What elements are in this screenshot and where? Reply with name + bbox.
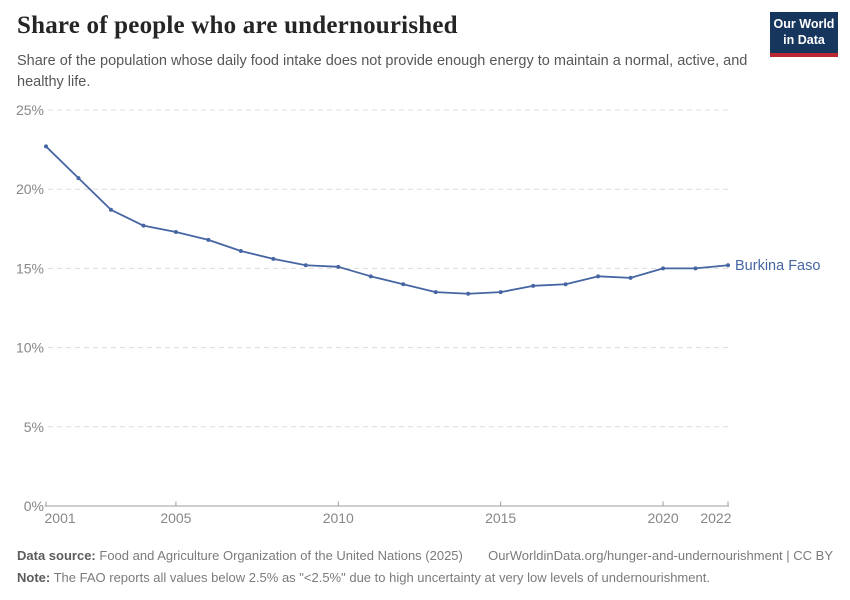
data-point-marker[interactable] xyxy=(401,282,406,287)
y-tick-label: 25% xyxy=(16,102,44,118)
data-point-marker[interactable] xyxy=(238,248,243,253)
note-label: Note: xyxy=(17,569,51,585)
note-text: Note: The FAO reports all values below 2… xyxy=(17,569,710,585)
attribution-link[interactable]: OurWorldinData.org/hunger-and-undernouri… xyxy=(488,548,833,563)
data-point-marker[interactable] xyxy=(563,282,568,287)
y-tick-label: 10% xyxy=(16,340,44,356)
data-point-marker[interactable] xyxy=(271,256,276,261)
x-tick-label: 2015 xyxy=(485,510,516,526)
y-tick-label: 15% xyxy=(16,260,44,276)
x-tick-label: 2001 xyxy=(45,510,76,526)
x-tick-label: 2022 xyxy=(700,510,731,526)
data-point-marker[interactable] xyxy=(531,283,536,288)
data-source-label: Data source: xyxy=(17,548,96,563)
y-tick-label: 5% xyxy=(24,419,44,435)
data-point-marker[interactable] xyxy=(661,266,666,271)
data-point-marker[interactable] xyxy=(44,144,48,149)
data-point-marker[interactable] xyxy=(498,290,503,295)
data-point-marker[interactable] xyxy=(628,275,633,280)
data-point-marker[interactable] xyxy=(173,229,178,234)
owid-logo[interactable]: Our World in Data xyxy=(770,12,838,57)
data-point-marker[interactable] xyxy=(303,263,308,268)
data-point-marker[interactable] xyxy=(466,291,471,296)
data-source-text: Data source: Food and Agriculture Organi… xyxy=(17,548,463,563)
y-tick-label: 20% xyxy=(16,181,44,197)
y-tick-label: 0% xyxy=(24,498,44,514)
series-line-burkina-faso[interactable] xyxy=(45,145,729,295)
x-tick-label: 2020 xyxy=(647,510,678,526)
data-point-marker[interactable] xyxy=(206,237,211,242)
chart-footer: Data source: Food and Agriculture Organi… xyxy=(17,547,833,586)
series-end-label: Burkina Faso xyxy=(735,258,820,274)
owid-logo-line1: Our World xyxy=(773,17,835,31)
data-point-marker[interactable] xyxy=(433,290,438,295)
data-point-marker[interactable] xyxy=(141,223,146,228)
x-tick-label: 2010 xyxy=(323,510,354,526)
data-point-marker[interactable] xyxy=(368,274,373,279)
data-point-marker[interactable] xyxy=(596,274,601,279)
data-point-marker[interactable] xyxy=(76,176,81,181)
page-title: Share of people who are undernourished xyxy=(17,12,458,39)
data-point-marker[interactable] xyxy=(108,207,113,212)
chart-subtitle: Share of the population whose daily food… xyxy=(17,53,748,90)
data-point-marker[interactable] xyxy=(693,266,698,271)
x-tick-label: 2005 xyxy=(160,510,191,526)
data-point-marker[interactable] xyxy=(726,263,730,268)
owid-logo-line2: in Data xyxy=(783,32,825,47)
data-point-marker[interactable] xyxy=(336,264,341,269)
